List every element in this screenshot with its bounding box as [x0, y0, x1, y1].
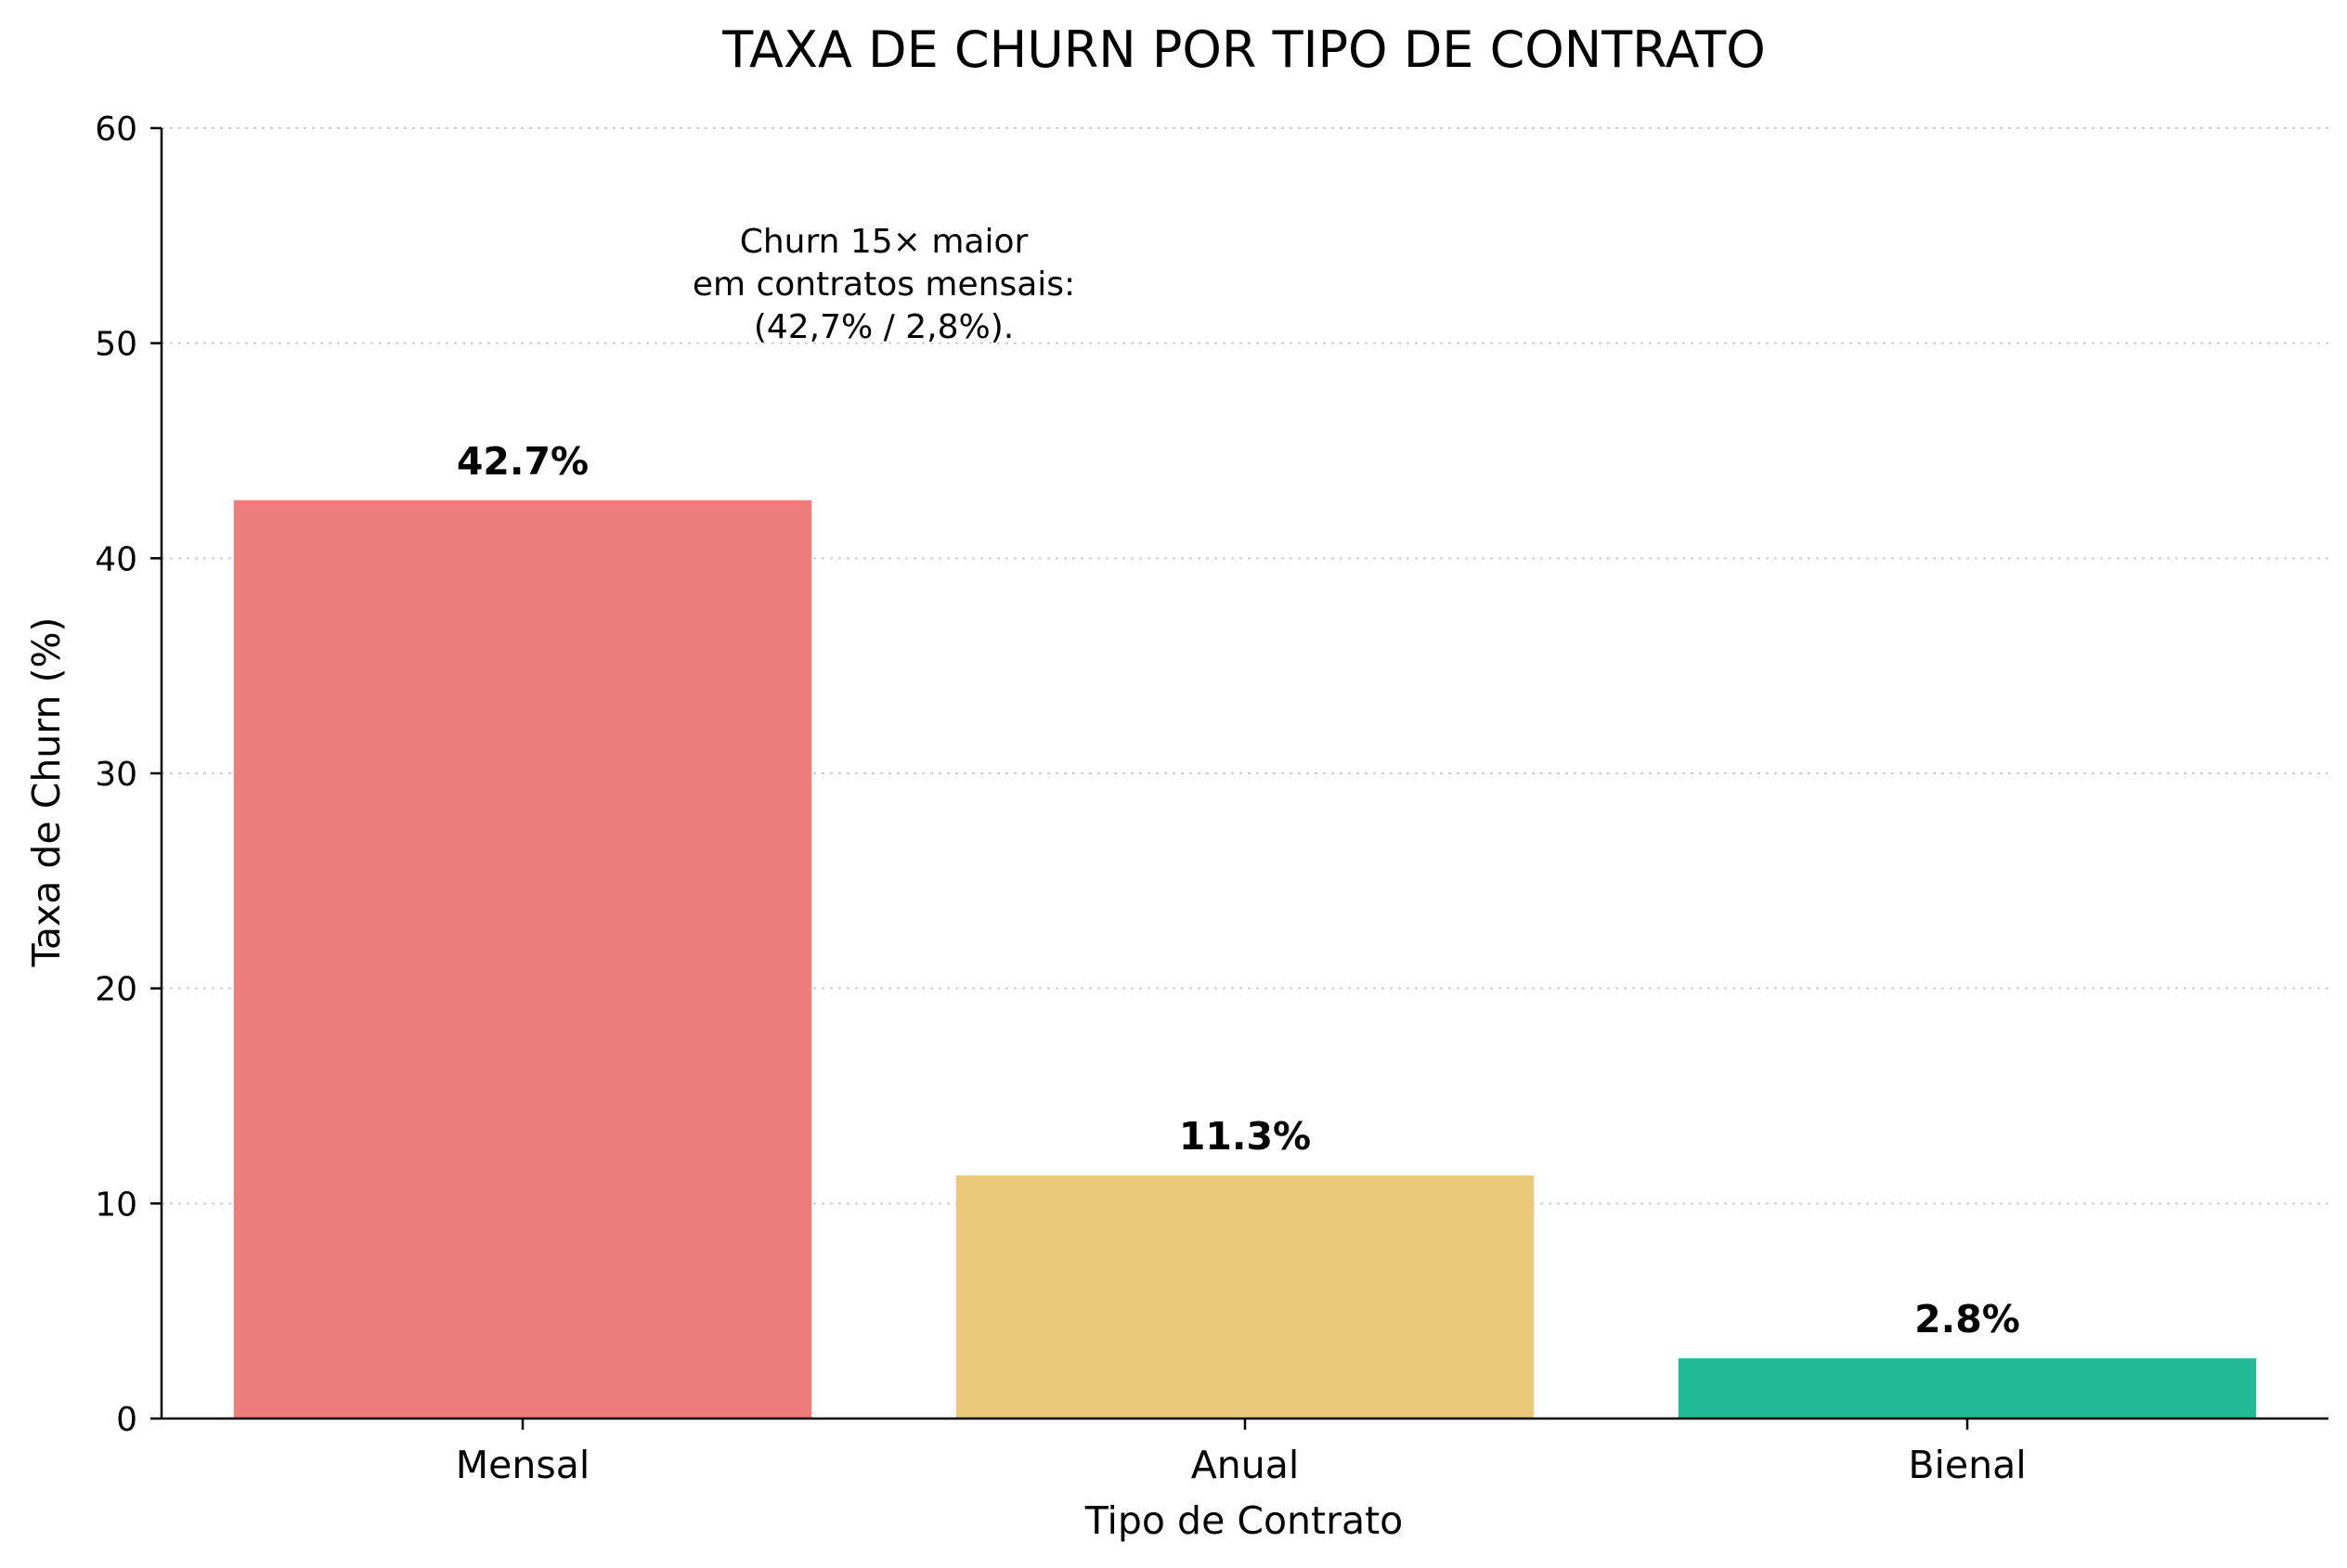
bars [233, 499, 2257, 1419]
annotation-line: (42,7% / 2,8%). [754, 308, 1014, 346]
y-tick-label: 20 [95, 971, 137, 1009]
y-axis-label: Taxa de Churn (%) [24, 617, 69, 968]
y-tick-label: 30 [95, 756, 137, 794]
annotation-line: Churn 15× maior [740, 223, 1029, 261]
x-tick-label-anual: Anual [1191, 1443, 1300, 1487]
y-tick-label: 0 [116, 1401, 137, 1439]
annotation-line: em contratos mensais: [693, 266, 1075, 304]
bar-bienal [1678, 1358, 2257, 1419]
y-tick-label: 50 [95, 326, 137, 364]
y-tick-label: 40 [95, 540, 137, 578]
bar-value-label-anual: 11.3% [1179, 1114, 1311, 1159]
x-tick-label-bienal: Bienal [1908, 1443, 2026, 1487]
chart-title: TAXA DE CHURN POR TIPO DE CONTRATO [721, 20, 1766, 79]
x-axis-ticks: Mensal Anual Bienal [456, 1419, 2027, 1487]
y-tick-label: 60 [95, 110, 137, 149]
x-tick-label-mensal: Mensal [456, 1443, 590, 1487]
bar-value-label-mensal: 42.7% [457, 439, 589, 484]
annotation: Churn 15× maior em contratos mensais: (42,… [693, 223, 1075, 346]
bar-value-label-bienal: 2.8% [1914, 1297, 2020, 1341]
y-axis-ticks: 0 10 20 30 40 50 60 [95, 110, 162, 1439]
bar-mensal [233, 499, 812, 1419]
y-tick-label: 10 [95, 1186, 137, 1224]
bar-anual [955, 1175, 1535, 1419]
x-axis-label: Tipo de Contrato [1084, 1498, 1404, 1543]
bar-value-labels: 42.7% 11.3% 2.8% [457, 439, 2020, 1341]
